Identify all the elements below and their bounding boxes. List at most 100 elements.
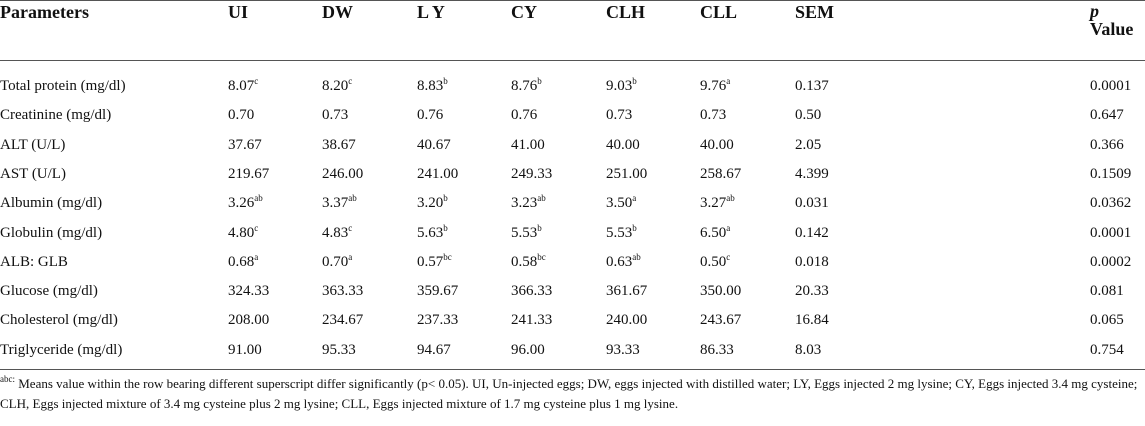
- cell-value: 8.07c: [228, 77, 258, 95]
- cell-value: 324.33: [228, 283, 270, 300]
- cell-value: 6.50a: [700, 222, 731, 242]
- row-label: AST (U/L): [0, 165, 66, 182]
- bottom-rule: [0, 369, 1145, 370]
- cell-value: 0.031: [795, 195, 829, 212]
- value-text: 0.70: [322, 253, 349, 270]
- value-text: 5.53: [511, 224, 538, 241]
- cell-value: 363.33: [322, 283, 364, 300]
- cell-value: 243.67: [700, 312, 742, 329]
- superscript: a: [632, 193, 637, 204]
- cell-value: 0.50: [795, 107, 822, 124]
- header-text: Value: [1090, 19, 1134, 39]
- cell-value: 0.065: [1090, 312, 1124, 329]
- header-cell: L Y: [417, 2, 445, 22]
- superscript: c: [254, 222, 259, 233]
- cell-value: 95.33: [322, 341, 356, 358]
- top-rule: [0, 0, 1145, 1]
- cell-value: 86.33: [700, 341, 734, 358]
- cell-value: 241.00: [417, 165, 459, 182]
- row-label: Globulin (mg/dl): [0, 224, 103, 241]
- superscript: a: [726, 222, 731, 233]
- row-label: Cholesterol (mg/dl): [0, 312, 118, 329]
- cell-value: 241.33: [511, 312, 553, 329]
- cell-value: 40.00: [700, 136, 734, 153]
- header-cell: CLH: [606, 2, 646, 22]
- cell-value: 3.20b: [417, 193, 448, 212]
- cell-value: 0.0362: [1090, 195, 1132, 212]
- cell-value: 8.83b: [417, 77, 448, 95]
- cell-value: 3.27ab: [700, 194, 735, 212]
- cell-value: 3.26ab: [228, 194, 263, 212]
- cell-value: 0.0001: [1090, 78, 1132, 94]
- cell-value: 258.67: [700, 165, 742, 182]
- value-text: 4.83: [322, 224, 349, 241]
- cell-value: 0.70: [228, 107, 255, 124]
- header-cell: DW: [322, 2, 353, 22]
- cell-value: 9.76a: [700, 76, 731, 95]
- superscript: a: [348, 251, 353, 262]
- cell-value: 0.0001: [1090, 224, 1132, 241]
- cell-value: 40.00: [606, 136, 640, 153]
- cell-value: 240.00: [606, 312, 648, 329]
- value-text: 0.63: [606, 253, 633, 270]
- cell-value: 93.33: [606, 341, 640, 358]
- value-text: 3.37: [322, 195, 349, 212]
- cell-value: 94.67: [417, 341, 451, 358]
- header-italic: p: [1090, 1, 1099, 21]
- cell-value: 4.83c: [322, 223, 352, 242]
- cell-value: 0.58bc: [511, 252, 546, 271]
- cell-value: 5.53b: [511, 223, 542, 242]
- row-label: Total protein (mg/dl): [0, 78, 126, 94]
- superscript: ab: [632, 251, 641, 262]
- superscript: a: [726, 76, 731, 86]
- cell-value: 8.76b: [511, 76, 542, 95]
- superscript: b: [632, 222, 637, 233]
- superscript: bc: [443, 251, 452, 262]
- cell-value: 249.33: [511, 165, 553, 182]
- cell-value: 0.018: [795, 253, 829, 270]
- value-text: 0.50: [700, 253, 727, 270]
- header-cell: SEM: [795, 2, 835, 22]
- cell-value: 0.137: [795, 78, 829, 94]
- cell-value: 96.00: [511, 341, 545, 358]
- value-text: 0.58: [511, 253, 538, 270]
- superscript: b: [537, 76, 542, 86]
- value-text: 5.53: [606, 224, 633, 241]
- cell-value: 40.67: [417, 136, 451, 153]
- cell-value: 5.63b: [417, 223, 448, 242]
- cell-value: 0.73: [322, 107, 349, 124]
- cell-value: 0.63ab: [606, 251, 641, 271]
- cell-value: 0.70a: [322, 251, 353, 271]
- cell-value: 0.68a: [228, 252, 258, 271]
- cell-value: 16.84: [795, 312, 829, 329]
- superscript: c: [726, 251, 731, 262]
- cell-value: 0.73: [606, 107, 633, 124]
- value-text: 8.07: [228, 78, 255, 94]
- cell-value: 0.0002: [1090, 253, 1132, 270]
- row-label: Glucose (mg/dl): [0, 283, 98, 300]
- value-text: 3.26: [228, 195, 255, 212]
- row-label: Creatinine (mg/dl): [0, 107, 112, 124]
- cell-value: 0.73: [700, 107, 727, 124]
- cell-value: 246.00: [322, 165, 364, 182]
- value-text: 8.83: [417, 78, 444, 94]
- cell-value: 20.33: [795, 283, 829, 300]
- value-text: 8.20: [322, 78, 349, 94]
- cell-value: 350.00: [700, 283, 742, 300]
- cell-value: 251.00: [606, 165, 648, 182]
- cell-value: 91.00: [228, 341, 262, 358]
- row-label: ALT (U/L): [0, 136, 66, 153]
- value-text: 3.50: [606, 195, 633, 212]
- cell-value: 219.67: [228, 165, 270, 182]
- cell-value: 0.76: [511, 107, 538, 124]
- superscript: b: [443, 193, 448, 204]
- value-text: 3.23: [511, 195, 538, 212]
- header-rule: [0, 60, 1145, 61]
- value-text: 5.63: [417, 224, 444, 241]
- cell-value: 237.33: [417, 312, 459, 329]
- cell-value: 0.76: [417, 107, 444, 124]
- superscript: ab: [537, 193, 546, 204]
- value-text: 9.03: [606, 78, 633, 94]
- row-label: Triglyceride (mg/dl): [0, 341, 123, 358]
- cell-value: 0.57bc: [417, 251, 452, 271]
